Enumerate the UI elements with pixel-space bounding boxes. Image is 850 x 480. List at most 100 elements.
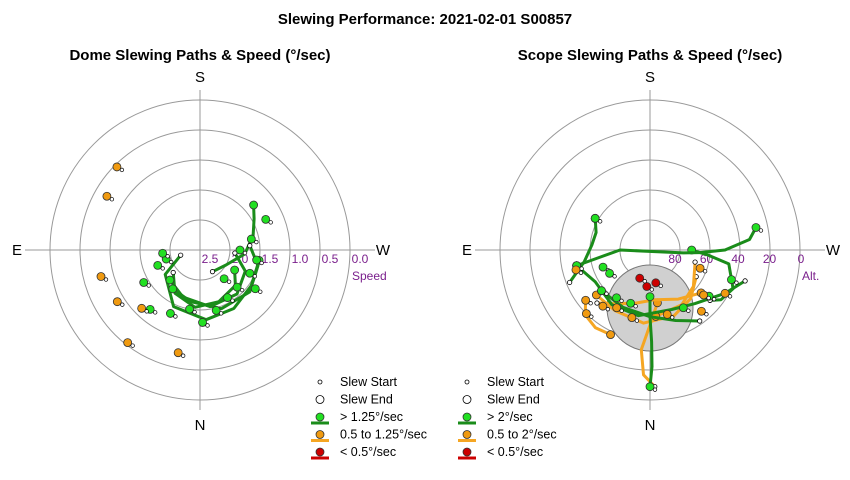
legend-label-end: Slew End (340, 393, 393, 407)
dome-legend: Slew Start Slew End > 1.25°/sec 0.5 to 1.25… (311, 375, 427, 460)
slew-point-medium (627, 313, 637, 323)
compass-south: S (645, 69, 655, 86)
legend-label-start: Slew Start (487, 375, 544, 389)
slew-point-medium (598, 301, 608, 311)
legend-end-symbol (462, 395, 472, 404)
radial-tick-label: 40 (731, 252, 745, 266)
slew-start-marker (230, 298, 235, 303)
slew-point-fast (235, 245, 245, 255)
slew-start-marker (742, 278, 748, 284)
slew-point-fast (245, 268, 255, 278)
slew-start-marker (734, 280, 739, 285)
slew-point-fast (166, 309, 175, 318)
slew-start-marker (119, 167, 125, 173)
slew-point-fast (198, 318, 207, 327)
legend-label-slow: < 0.5°/sec (340, 445, 396, 459)
slew-point-medium (102, 191, 112, 201)
slew-start-marker (758, 228, 764, 233)
slew-point-medium (720, 288, 730, 298)
compass-south: S (195, 69, 205, 86)
slew-end-marker (230, 265, 240, 275)
slew-end-marker (606, 330, 615, 339)
slew-point-fast (153, 260, 163, 270)
slew-point-medium (695, 263, 705, 273)
slew-point-medium (612, 303, 622, 313)
legend-marker-medium (462, 430, 472, 439)
radial-tick-label: 80 (668, 252, 682, 266)
slew-start-marker (658, 283, 663, 288)
slew-start-marker (670, 315, 675, 320)
slew-point-fast (246, 234, 256, 244)
slew-point-fast (626, 298, 636, 308)
slew-start-marker (109, 197, 115, 202)
slew-start-marker (160, 266, 165, 271)
slew-start-marker (242, 250, 248, 256)
slew-point-medium (697, 306, 706, 316)
slew-point-fast (612, 293, 621, 303)
slew-start-marker (633, 304, 638, 309)
legend-marker-slow (462, 447, 472, 457)
slew-point-fast (678, 303, 688, 313)
slew-start-marker (239, 287, 245, 293)
slew-point-fast (645, 382, 655, 392)
slew-start-marker (153, 310, 158, 315)
legend-start-symbol (464, 379, 470, 385)
compass-east: E (12, 242, 22, 259)
legend-marker-fast (315, 412, 325, 422)
legend-label-medium: 0.5 to 1.25°/sec (340, 428, 427, 442)
slew-start-marker (169, 259, 174, 265)
slew-point-fast (219, 274, 229, 284)
slew-start-marker (578, 270, 584, 275)
compass-east: E (462, 242, 472, 259)
slew-path-fast (575, 264, 747, 318)
slew-point-fast (250, 284, 260, 294)
slew-start-marker (120, 302, 125, 307)
compass-north: N (195, 417, 206, 434)
slew-start-marker (226, 279, 232, 284)
slew-start-marker (259, 260, 264, 266)
slew-start-marker (652, 387, 658, 392)
slew-start-marker (130, 343, 135, 348)
compass-west: W (826, 242, 841, 259)
slew-start-marker (178, 252, 184, 258)
slew-start-marker (702, 269, 708, 274)
chart-subtitle: Scope Slewing Paths & Speed (°/sec) (518, 47, 782, 64)
legend-marker-fast (462, 412, 472, 422)
scope-polar-chart: Scope Slewing Paths & Speed (°/sec) S N E W 8… (462, 47, 841, 434)
slew-start-marker (619, 308, 624, 313)
slew-start-marker (254, 239, 259, 245)
slew-start-marker (170, 269, 176, 276)
slew-point-medium (662, 309, 672, 319)
slew-start-marker (692, 259, 698, 265)
slew-start-marker (697, 318, 703, 324)
slew-start-marker (258, 289, 263, 294)
slew-point-fast (232, 282, 242, 292)
slew-start-marker (252, 274, 257, 279)
slew-end-marker (165, 275, 175, 285)
slew-point-medium (112, 297, 122, 307)
slew-point-fast (605, 268, 614, 278)
slew-point-fast (211, 305, 221, 315)
slew-point-slow (635, 273, 645, 283)
slew-point-medium (123, 338, 133, 347)
slew-start-marker (642, 279, 647, 284)
slew-start-marker (205, 323, 210, 328)
slew-start-marker (589, 314, 594, 319)
compass-north: N (645, 417, 656, 434)
radial-axis-label: Alt. (802, 269, 819, 283)
slew-start-marker (711, 297, 717, 302)
slew-end-marker (168, 284, 178, 294)
figure-title: Slewing Performance: 2021-02-01 S00857 (278, 11, 572, 28)
slew-point-medium (137, 303, 147, 313)
slew-point-medium (699, 290, 709, 300)
legend-start-symbol (317, 379, 323, 385)
slew-start-marker (619, 298, 624, 303)
legend-label-fast: > 1.25°/sec (340, 410, 403, 424)
slew-point-medium (96, 272, 106, 281)
slew-point-fast (751, 223, 761, 232)
slew-path-fast (648, 295, 654, 389)
slew-start-marker (144, 309, 149, 314)
slew-start-marker (727, 294, 733, 299)
slew-start-marker (192, 309, 197, 315)
